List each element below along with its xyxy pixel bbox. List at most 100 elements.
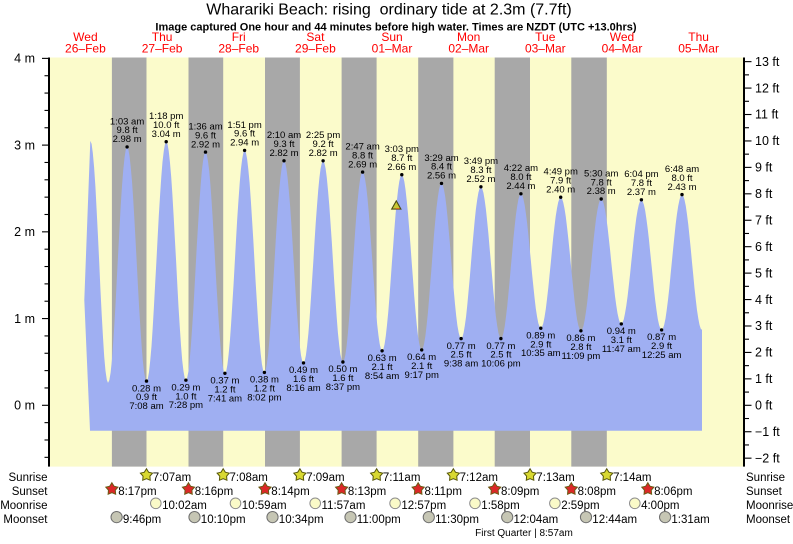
svg-text:10:06 pm: 10:06 pm (481, 359, 521, 370)
svg-text:3:29 am: 3:29 am (424, 153, 458, 164)
svg-text:6:48 am: 6:48 am (665, 164, 699, 175)
svg-text:27–Feb: 27–Feb (142, 42, 183, 56)
svg-text:8.7 ft: 8.7 ft (391, 153, 412, 164)
svg-text:2.66 m: 2.66 m (387, 162, 416, 173)
svg-text:2.82 m: 2.82 m (269, 148, 298, 159)
svg-text:3.04 m: 3.04 m (152, 129, 181, 140)
svg-text:12:44am: 12:44am (592, 514, 637, 526)
svg-text:0.50 m: 0.50 m (328, 364, 357, 375)
svg-text:28–Feb: 28–Feb (218, 42, 259, 56)
svg-text:13 ft: 13 ft (755, 55, 780, 69)
svg-text:−1 ft: −1 ft (755, 425, 780, 439)
svg-text:Sat: Sat (306, 30, 325, 44)
svg-text:9:17 pm: 9:17 pm (405, 370, 439, 381)
svg-text:8:16 am: 8:16 am (286, 383, 320, 394)
svg-text:11:47 am: 11:47 am (602, 344, 641, 355)
svg-text:10:34pm: 10:34pm (279, 514, 324, 526)
svg-text:0.94 m: 0.94 m (607, 326, 636, 337)
svg-text:2.92 m: 2.92 m (191, 139, 220, 150)
svg-text:7:09am: 7:09am (306, 472, 344, 484)
svg-text:7.8 ft: 7.8 ft (591, 177, 612, 188)
svg-text:26–Feb: 26–Feb (65, 42, 106, 56)
svg-text:Sun: Sun (381, 30, 402, 44)
svg-text:10:59am: 10:59am (242, 500, 287, 512)
svg-text:6 ft: 6 ft (755, 240, 773, 254)
svg-text:Thu: Thu (688, 30, 709, 44)
svg-text:05–Mar: 05–Mar (678, 42, 719, 56)
svg-text:8:08pm: 8:08pm (578, 486, 616, 498)
svg-text:Tue: Tue (535, 30, 556, 44)
svg-text:3 ft: 3 ft (755, 319, 773, 333)
svg-text:Image captured One hour and 44: Image captured One hour and 44 minutes b… (155, 22, 637, 34)
svg-text:10:35 am: 10:35 am (521, 348, 561, 359)
svg-text:2.5 ft: 2.5 ft (451, 350, 472, 361)
svg-text:0 ft: 0 ft (755, 399, 773, 413)
svg-text:04–Mar: 04–Mar (602, 42, 643, 56)
svg-text:4 m: 4 m (14, 52, 35, 66)
svg-text:0.37 m: 0.37 m (210, 376, 239, 387)
svg-text:6:04 pm: 6:04 pm (624, 169, 658, 180)
svg-text:2:10 am: 2:10 am (267, 130, 301, 141)
svg-text:1:36 am: 1:36 am (188, 122, 222, 133)
svg-text:03–Mar: 03–Mar (525, 42, 566, 56)
svg-text:1.2 ft: 1.2 ft (254, 384, 275, 395)
svg-text:0.28 m: 0.28 m (132, 383, 161, 394)
svg-text:0.38 m: 0.38 m (250, 375, 279, 386)
svg-text:02–Mar: 02–Mar (448, 42, 489, 56)
svg-text:7:08 am: 7:08 am (129, 401, 163, 412)
svg-text:1.0 ft: 1.0 ft (175, 391, 196, 402)
svg-text:11:00pm: 11:00pm (357, 514, 401, 526)
svg-text:Moonset: Moonset (746, 514, 791, 526)
svg-text:1:18 pm: 1:18 pm (149, 111, 183, 122)
svg-text:4:00pm: 4:00pm (641, 500, 679, 512)
svg-text:7:41 am: 7:41 am (208, 393, 242, 404)
svg-text:8:14pm: 8:14pm (271, 486, 309, 498)
svg-text:Moonset: Moonset (3, 514, 48, 526)
svg-text:1:31am: 1:31am (671, 514, 709, 526)
svg-text:0.87 m: 0.87 m (647, 332, 676, 343)
svg-text:29–Feb: 29–Feb (295, 42, 336, 56)
svg-text:7 ft: 7 ft (755, 214, 773, 228)
svg-text:Moonrise: Moonrise (0, 500, 47, 512)
svg-text:8:09pm: 8:09pm (501, 486, 539, 498)
svg-text:9.6 ft: 9.6 ft (234, 129, 255, 140)
svg-text:Mon: Mon (457, 30, 480, 44)
svg-text:8.3 ft: 8.3 ft (470, 165, 491, 176)
svg-text:7:08am: 7:08am (230, 472, 268, 484)
svg-text:Wed: Wed (73, 30, 97, 44)
svg-text:8.0 ft: 8.0 ft (671, 173, 692, 184)
svg-text:10:02am: 10:02am (162, 500, 207, 512)
svg-text:10.0 ft: 10.0 ft (153, 120, 180, 131)
svg-text:2:47 am: 2:47 am (345, 142, 379, 153)
svg-text:1:58pm: 1:58pm (481, 500, 519, 512)
svg-text:2.98 m: 2.98 m (113, 134, 142, 145)
svg-text:Sunset: Sunset (12, 486, 49, 498)
svg-text:10 ft: 10 ft (755, 134, 780, 148)
svg-text:4:49 pm: 4:49 pm (544, 167, 578, 178)
svg-text:2.37 m: 2.37 m (627, 187, 656, 198)
svg-text:7:11am: 7:11am (383, 472, 421, 484)
svg-text:2.44 m: 2.44 m (506, 181, 535, 192)
svg-text:2.38 m: 2.38 m (587, 186, 616, 197)
svg-text:1:51 pm: 1:51 pm (227, 120, 261, 131)
svg-text:8.0 ft: 8.0 ft (510, 172, 531, 183)
svg-text:8:17pm: 8:17pm (118, 486, 156, 498)
svg-text:3 m: 3 m (14, 138, 35, 152)
svg-text:1:03 am: 1:03 am (110, 116, 144, 127)
svg-text:0.49 m: 0.49 m (289, 365, 318, 376)
svg-text:Fri: Fri (232, 30, 246, 44)
svg-text:8:16pm: 8:16pm (195, 486, 233, 498)
svg-text:9:46pm: 9:46pm (123, 514, 161, 526)
svg-text:9.2 ft: 9.2 ft (313, 139, 334, 150)
svg-text:8.8 ft: 8.8 ft (352, 150, 373, 161)
svg-text:2:59pm: 2:59pm (561, 500, 599, 512)
svg-text:−2 ft: −2 ft (755, 451, 780, 465)
svg-text:Wharariki Beach: rising ordin: Wharariki Beach: rising ordinary tide at… (206, 2, 571, 19)
svg-text:8:13pm: 8:13pm (348, 486, 386, 498)
svg-text:9.3 ft: 9.3 ft (273, 139, 294, 150)
svg-text:0.77 m: 0.77 m (486, 341, 515, 352)
svg-text:9.8 ft: 9.8 ft (117, 125, 138, 136)
svg-text:10:10pm: 10:10pm (201, 514, 246, 526)
svg-text:8:02 pm: 8:02 pm (247, 392, 281, 403)
svg-text:0.89 m: 0.89 m (526, 330, 555, 341)
